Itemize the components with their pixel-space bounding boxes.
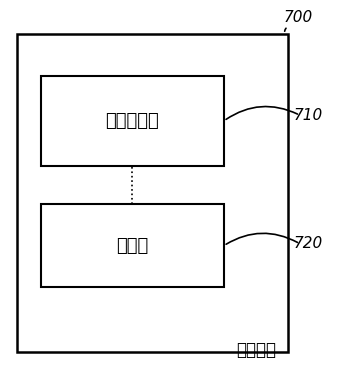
Text: 監視装置: 監視装置 — [236, 341, 276, 359]
Text: 700: 700 — [284, 9, 313, 25]
Bar — [41, 76, 224, 166]
Bar — [17, 34, 288, 352]
Text: 710: 710 — [294, 108, 323, 123]
Text: 制御部: 制御部 — [116, 237, 148, 255]
Text: 運用計画部: 運用計画部 — [105, 112, 159, 130]
Text: 720: 720 — [294, 236, 323, 251]
Bar — [41, 204, 224, 287]
